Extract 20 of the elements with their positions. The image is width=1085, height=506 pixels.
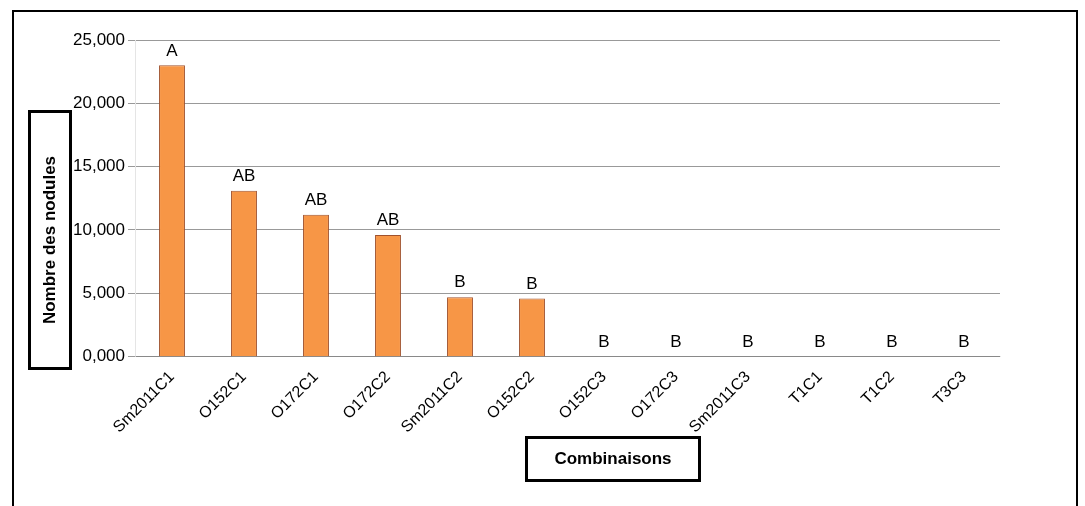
data-label: B <box>598 331 610 351</box>
y-axis-title: Nombre des nodules <box>40 155 60 325</box>
data-label: B <box>526 273 538 293</box>
data-label: AB <box>304 189 328 209</box>
data-label: B <box>886 331 898 351</box>
data-label: B <box>742 331 754 351</box>
data-label: B <box>454 272 466 292</box>
data-label: B <box>958 331 970 351</box>
y-tick-label: 5,000 <box>82 283 125 303</box>
y-tick-label: 15,000 <box>73 156 125 176</box>
data-label: B <box>814 331 826 351</box>
data-label: AB <box>232 165 256 185</box>
y-tick-label: 20,000 <box>73 93 125 113</box>
y-tick-label: 0,000 <box>82 346 125 366</box>
data-label: AB <box>376 210 400 230</box>
data-label: B <box>670 331 682 351</box>
y-tick-label: 10,000 <box>73 219 125 239</box>
data-label: A <box>166 40 179 60</box>
y-tick-label: 25,000 <box>73 29 125 49</box>
x-axis-title: Combinaisons <box>525 436 701 482</box>
